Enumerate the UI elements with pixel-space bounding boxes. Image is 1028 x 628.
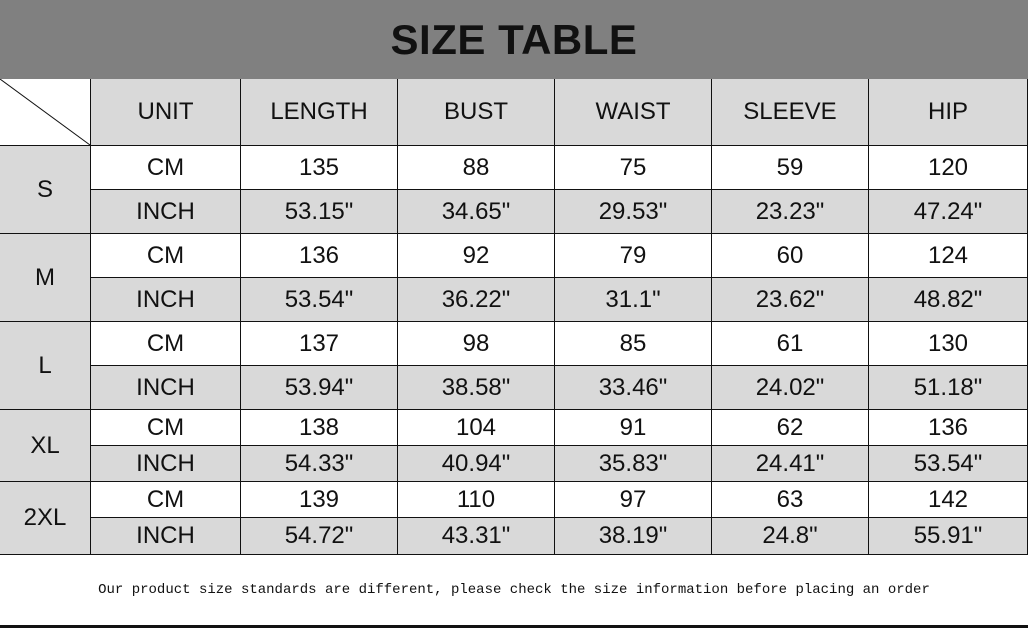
- header-sleeve: SLEEVE: [712, 79, 869, 146]
- value-cell-sleeve: 24.02": [712, 366, 869, 410]
- unit-cell: CM: [91, 322, 241, 366]
- size-label: M: [0, 234, 91, 322]
- value-cell-bust: 36.22": [398, 278, 555, 322]
- value-cell-hip: 120: [869, 146, 1028, 190]
- unit-cell: INCH: [91, 518, 241, 555]
- value-cell-length: 135: [241, 146, 398, 190]
- value-cell-sleeve: 23.23": [712, 190, 869, 234]
- value-cell-sleeve: 61: [712, 322, 869, 366]
- header-bust: BUST: [398, 79, 555, 146]
- value-cell-waist: 29.53": [555, 190, 712, 234]
- header-hip: HIP: [869, 79, 1028, 146]
- diagonal-line: [0, 79, 91, 146]
- value-cell-hip: 48.82": [869, 278, 1028, 322]
- size-table: UNIT LENGTH BUST WAIST SLEEVE HIP S CM 135 88 75 59…: [0, 79, 1028, 555]
- value-cell-sleeve: 59: [712, 146, 869, 190]
- size-label: L: [0, 322, 91, 410]
- value-cell-sleeve: 62: [712, 410, 869, 446]
- value-cell-sleeve: 63: [712, 482, 869, 518]
- page-title: SIZE TABLE: [390, 15, 638, 63]
- value-cell-sleeve: 24.8": [712, 518, 869, 555]
- value-cell-bust: 40.94": [398, 446, 555, 482]
- value-cell-length: 54.72": [241, 518, 398, 555]
- unit-cell: INCH: [91, 190, 241, 234]
- unit-cell: INCH: [91, 446, 241, 482]
- corner-cell: [0, 79, 91, 146]
- header-waist: WAIST: [555, 79, 712, 146]
- value-cell-waist: 91: [555, 410, 712, 446]
- value-cell-waist: 79: [555, 234, 712, 278]
- value-cell-hip: 124: [869, 234, 1028, 278]
- size-label: XL: [0, 410, 91, 482]
- unit-cell: CM: [91, 234, 241, 278]
- value-cell-length: 138: [241, 410, 398, 446]
- value-cell-waist: 97: [555, 482, 712, 518]
- value-cell-length: 53.15": [241, 190, 398, 234]
- footer-note: Our product size standards are different…: [98, 582, 930, 598]
- value-cell-bust: 34.65": [398, 190, 555, 234]
- footer: Our product size standards are different…: [0, 555, 1028, 628]
- value-cell-hip: 142: [869, 482, 1028, 518]
- value-cell-hip: 53.54": [869, 446, 1028, 482]
- value-cell-waist: 75: [555, 146, 712, 190]
- value-cell-hip: 55.91": [869, 518, 1028, 555]
- value-cell-waist: 38.19": [555, 518, 712, 555]
- size-label: S: [0, 146, 91, 234]
- value-cell-length: 53.54": [241, 278, 398, 322]
- value-cell-bust: 43.31": [398, 518, 555, 555]
- size-label: 2XL: [0, 482, 91, 555]
- value-cell-bust: 88: [398, 146, 555, 190]
- value-cell-bust: 92: [398, 234, 555, 278]
- value-cell-hip: 51.18": [869, 366, 1028, 410]
- value-cell-length: 54.33": [241, 446, 398, 482]
- value-cell-hip: 130: [869, 322, 1028, 366]
- value-cell-waist: 31.1": [555, 278, 712, 322]
- value-cell-hip: 47.24": [869, 190, 1028, 234]
- header-length: LENGTH: [241, 79, 398, 146]
- value-cell-sleeve: 23.62": [712, 278, 869, 322]
- value-cell-bust: 98: [398, 322, 555, 366]
- value-cell-length: 53.94": [241, 366, 398, 410]
- unit-cell: INCH: [91, 278, 241, 322]
- unit-cell: CM: [91, 410, 241, 446]
- value-cell-bust: 38.58": [398, 366, 555, 410]
- value-cell-sleeve: 24.41": [712, 446, 869, 482]
- header-unit: UNIT: [91, 79, 241, 146]
- unit-cell: INCH: [91, 366, 241, 410]
- value-cell-hip: 136: [869, 410, 1028, 446]
- value-cell-length: 136: [241, 234, 398, 278]
- value-cell-bust: 104: [398, 410, 555, 446]
- value-cell-bust: 110: [398, 482, 555, 518]
- unit-cell: CM: [91, 482, 241, 518]
- value-cell-length: 137: [241, 322, 398, 366]
- title-bar: SIZE TABLE: [0, 0, 1028, 79]
- value-cell-waist: 35.83": [555, 446, 712, 482]
- value-cell-waist: 85: [555, 322, 712, 366]
- value-cell-waist: 33.46": [555, 366, 712, 410]
- unit-cell: CM: [91, 146, 241, 190]
- value-cell-sleeve: 60: [712, 234, 869, 278]
- value-cell-length: 139: [241, 482, 398, 518]
